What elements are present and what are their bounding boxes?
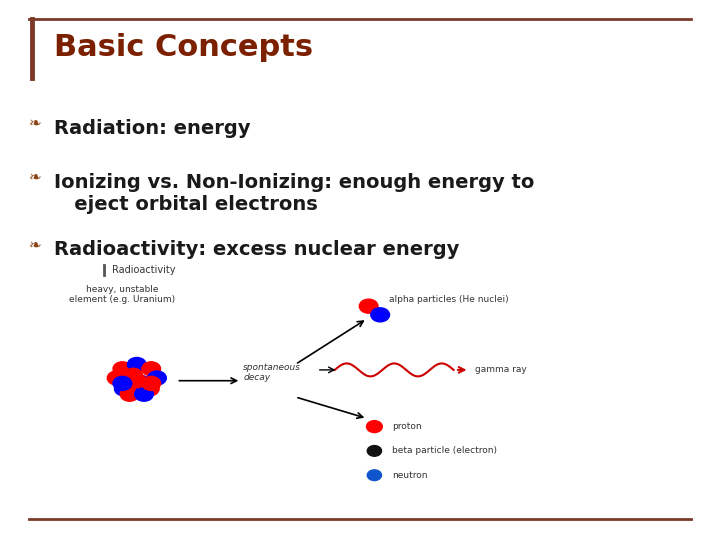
Circle shape [113,376,132,390]
Circle shape [113,362,132,376]
Circle shape [359,299,378,313]
Text: Radiation: energy: Radiation: energy [54,119,251,138]
Circle shape [142,362,161,376]
Circle shape [148,371,166,385]
Text: beta particle (electron): beta particle (electron) [392,447,498,455]
Text: Basic Concepts: Basic Concepts [54,33,313,62]
Text: neutron: neutron [392,471,428,480]
Circle shape [131,375,150,389]
Text: proton: proton [392,422,422,431]
Circle shape [127,357,146,372]
Text: Radioactivity: excess nuclear energy: Radioactivity: excess nuclear energy [54,240,459,259]
Circle shape [124,368,143,382]
Text: gamma ray: gamma ray [475,366,527,374]
Text: ❧: ❧ [29,116,42,131]
Text: ❧: ❧ [29,170,42,185]
Circle shape [127,374,146,388]
Circle shape [367,470,382,481]
Circle shape [114,382,133,396]
Circle shape [367,446,382,456]
Circle shape [142,376,161,390]
Text: Radioactivity: Radioactivity [112,265,175,275]
Circle shape [140,382,159,396]
Text: heavy, unstable
element (e.g. Uranium): heavy, unstable element (e.g. Uranium) [69,285,176,304]
Text: spontaneous
decay: spontaneous decay [243,363,302,382]
Text: Ionizing vs. Non-Ionizing: enough energy to
   eject orbital electrons: Ionizing vs. Non-Ionizing: enough energy… [54,173,534,214]
Circle shape [371,308,390,322]
Text: ❧: ❧ [29,238,42,253]
Circle shape [107,371,126,385]
Circle shape [366,421,382,433]
Text: alpha particles (He nuclei): alpha particles (He nuclei) [389,295,508,304]
Circle shape [135,387,153,401]
Circle shape [120,387,139,401]
